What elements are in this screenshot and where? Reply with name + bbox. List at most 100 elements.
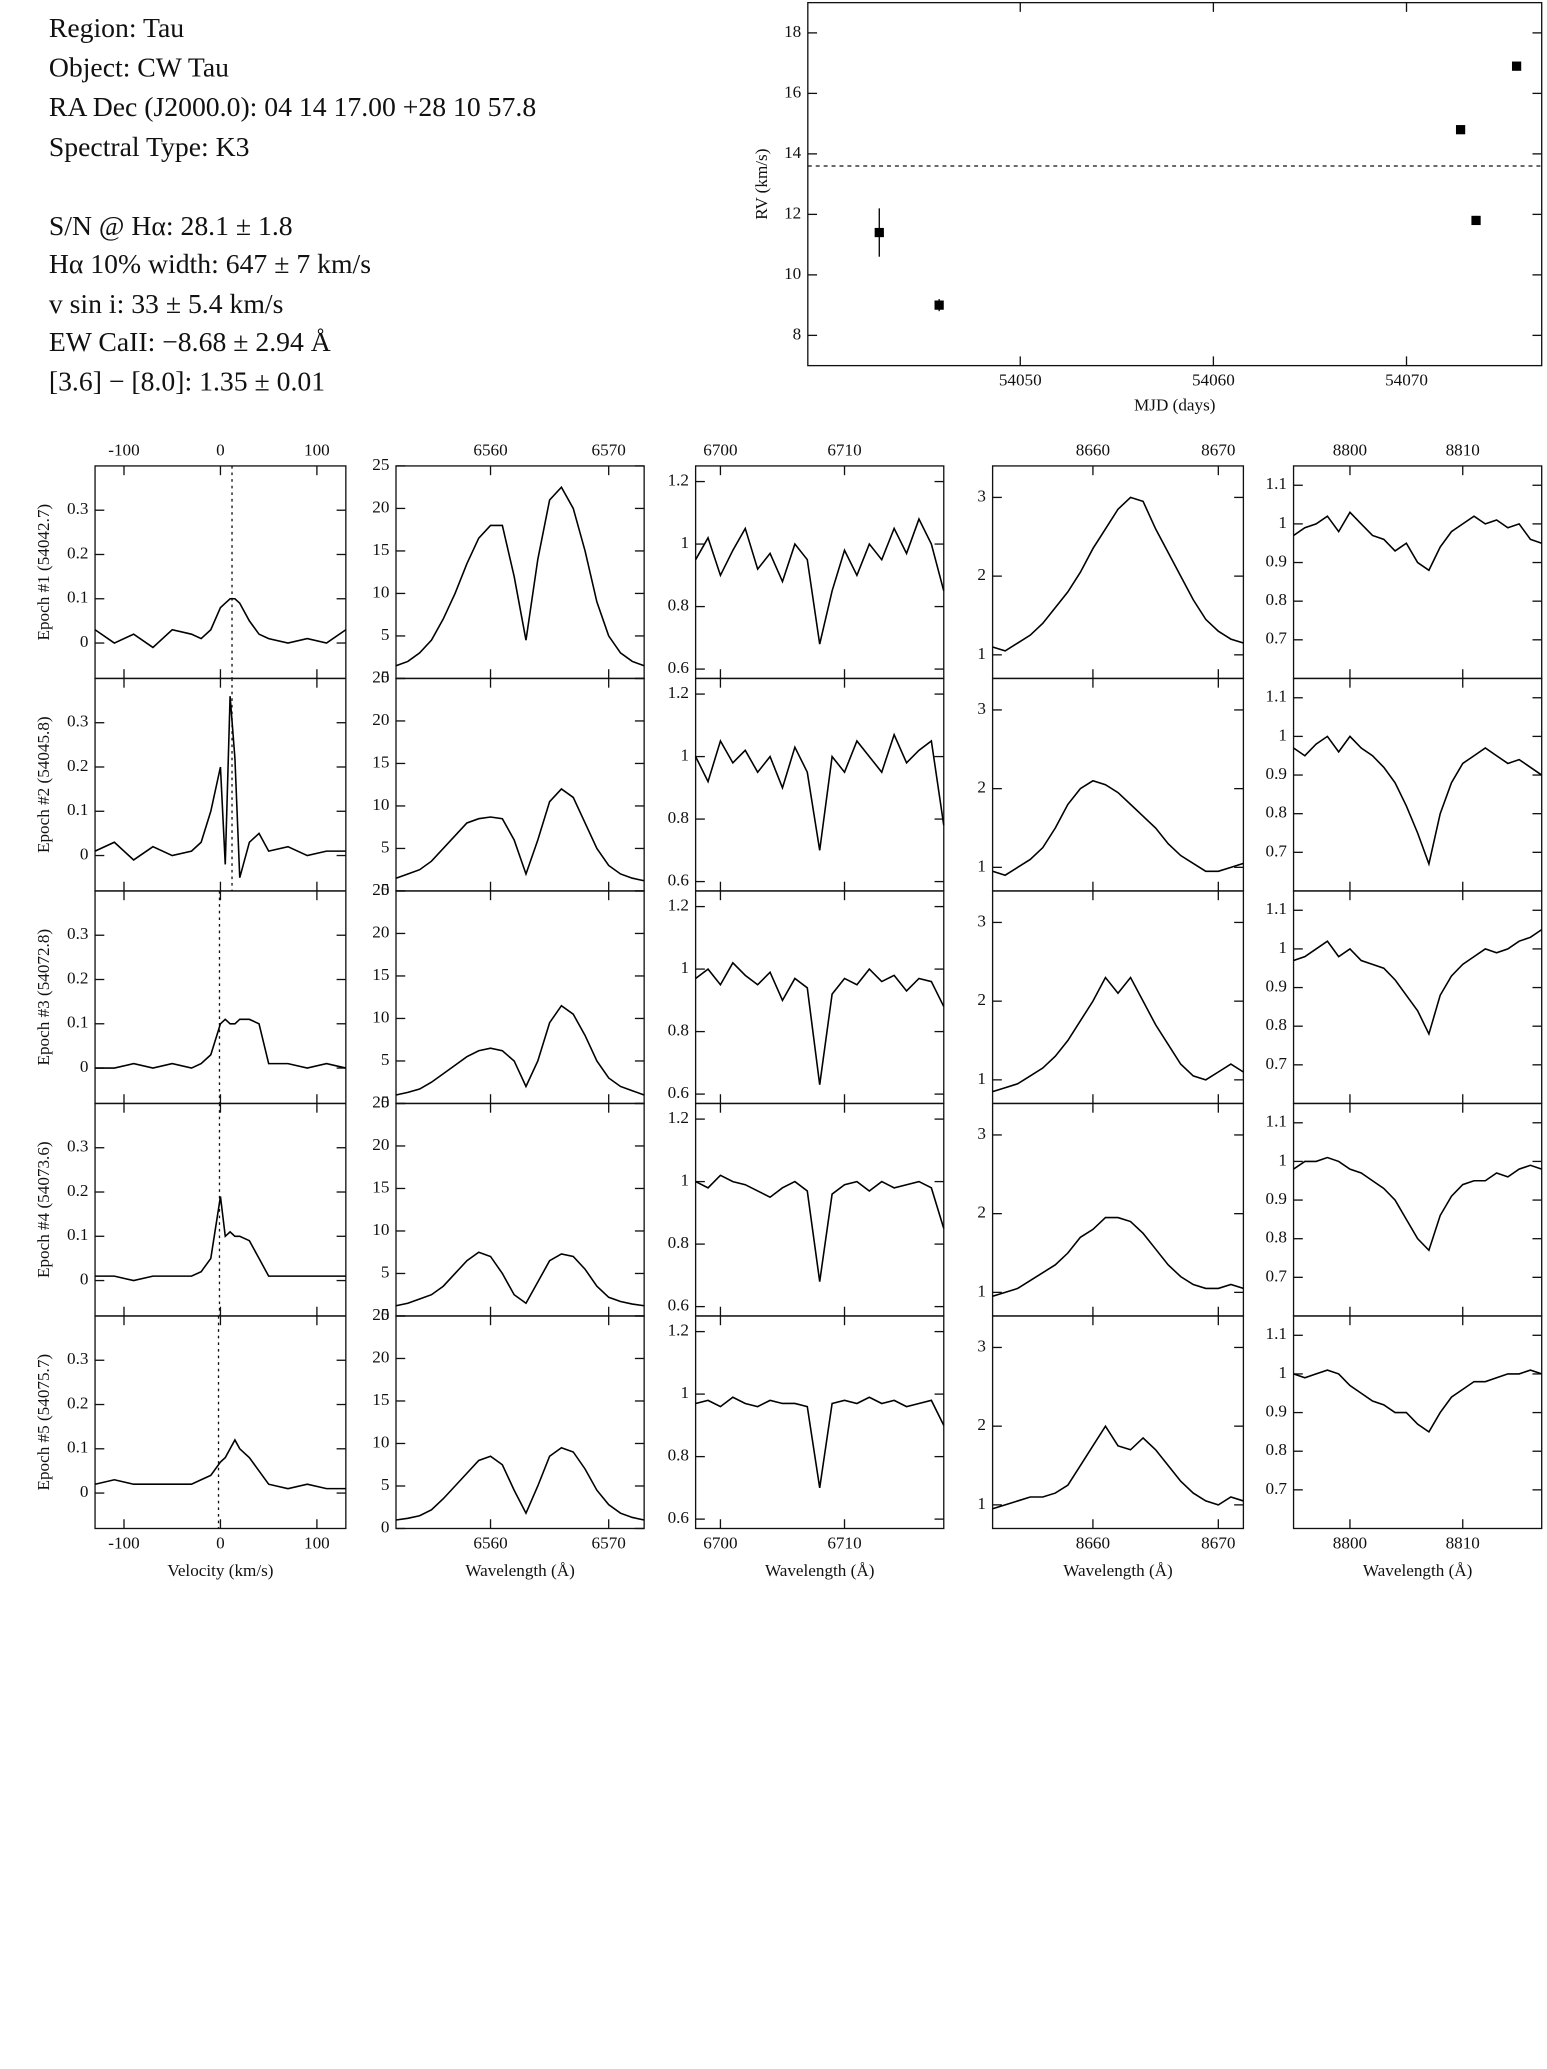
y-tick-label: 0.8 — [1266, 1440, 1287, 1459]
info-line: EW CaII: −8.68 ± 2.94 Å — [49, 326, 331, 357]
info-line: Region: Tau — [49, 12, 184, 43]
info-line: Spectral Type: K3 — [49, 131, 250, 162]
plot-frame — [694, 1315, 945, 1530]
y-tick-label: 0.3 — [67, 1349, 88, 1368]
x-tick-label: 6700 — [703, 440, 737, 459]
spectrum — [395, 787, 645, 882]
y-tick-label: 0.8 — [668, 1021, 689, 1040]
y-tick-label: 0.6 — [668, 1296, 690, 1315]
x-tick-label: 8660 — [1076, 440, 1110, 459]
y-tick-label: 1 — [977, 644, 986, 663]
spectrum — [95, 1196, 346, 1282]
y-tick-label: 18 — [784, 22, 801, 41]
y-tick-label: 20 — [372, 710, 389, 729]
y-tick-label: 2 — [977, 778, 986, 797]
y-tick-label: 1 — [1278, 513, 1287, 532]
y-axis-label: RV (km/s) — [752, 149, 771, 220]
x-tick-label: 6570 — [592, 440, 626, 459]
x-tick-label: 0 — [216, 440, 225, 459]
y-tick-label: 0.6 — [668, 1083, 690, 1102]
y-tick-label: 0.7 — [1266, 1054, 1288, 1073]
y-tick-label: 0.6 — [668, 658, 690, 677]
x-axis-label: Wavelength (Å) — [1363, 1561, 1473, 1580]
spectrum — [992, 779, 1244, 877]
y-tick-label: 1.1 — [1266, 1324, 1287, 1343]
x-tick-label: 100 — [304, 440, 330, 459]
point — [1511, 61, 1522, 71]
spectrum — [395, 1004, 645, 1096]
y-tick-label: 0.6 — [668, 1508, 690, 1527]
x-tick-label: 8670 — [1201, 1533, 1235, 1552]
y-tick-label: 0.7 — [1266, 1266, 1288, 1285]
y-tick-label: 25 — [372, 880, 389, 899]
x-tick-label: -100 — [108, 1533, 139, 1552]
info-line: RA Dec (J2000.0): 04 14 17.00 +28 10 57.… — [49, 91, 536, 122]
spectrum — [1293, 1156, 1542, 1252]
x-tick-label: 54070 — [1385, 370, 1428, 389]
y-tick-label: 0.1 — [67, 1013, 88, 1032]
row-label: Epoch #4 (54073.6) — [34, 1141, 53, 1278]
y-tick-label: 0.3 — [67, 924, 88, 943]
y-tick-label: 1 — [680, 746, 689, 765]
y-tick-label: 1.2 — [668, 896, 689, 915]
y-tick-label: 10 — [372, 795, 389, 814]
spectrum — [992, 976, 1244, 1093]
y-tick-label: 0.2 — [67, 756, 88, 775]
y-tick-label: 1.2 — [668, 1108, 689, 1127]
y-tick-label: 1 — [977, 1494, 986, 1513]
y-tick-label: 0 — [381, 1305, 390, 1324]
info-line: v sin i: 33 ± 5.4 km/s — [49, 288, 284, 319]
y-tick-label: 0.1 — [67, 1225, 88, 1244]
y-tick-label: 1.2 — [668, 683, 689, 702]
y-tick-label: 0.8 — [668, 1233, 689, 1252]
x-tick-label: 6710 — [827, 1533, 861, 1552]
y-tick-label: 1.1 — [1266, 899, 1287, 918]
spectrum — [95, 1018, 347, 1069]
x-tick-label: 6560 — [473, 440, 507, 459]
y-tick-label: 0 — [80, 844, 89, 863]
y-tick-label: 0.9 — [1266, 1189, 1287, 1208]
y-tick-label: 5 — [381, 1475, 390, 1494]
x-tick-label: 54060 — [1192, 370, 1235, 389]
y-tick-label: 15 — [372, 752, 389, 771]
info-line: Object: CW Tau — [49, 52, 229, 83]
y-tick-label: 12 — [784, 203, 801, 222]
y-tick-label: 10 — [784, 264, 801, 283]
y-tick-label: 1 — [680, 1171, 689, 1190]
x-tick-label: 8810 — [1446, 440, 1480, 459]
y-tick-label: 1 — [977, 1069, 986, 1088]
y-tick-label: 1 — [1278, 725, 1287, 744]
x-tick-label: 8810 — [1446, 1533, 1480, 1552]
spectrum — [395, 485, 645, 667]
y-tick-label: 1 — [1278, 1150, 1287, 1169]
y-tick-label: 20 — [372, 497, 389, 516]
y-tick-label: 0.8 — [668, 596, 689, 615]
y-tick-label: 1.2 — [668, 471, 689, 490]
y-tick-label: 5 — [381, 1050, 390, 1069]
x-tick-label: 8800 — [1333, 1533, 1367, 1552]
y-tick-label: 3 — [977, 699, 986, 718]
y-tick-label: 1 — [680, 533, 689, 552]
spectrum — [992, 496, 1244, 652]
x-tick-label: 6710 — [827, 440, 861, 459]
y-tick-label: 0 — [381, 1092, 390, 1111]
x-tick-label: 100 — [304, 1533, 330, 1552]
y-tick-label: 3 — [977, 911, 986, 930]
x-tick-label: 8800 — [1333, 440, 1367, 459]
y-tick-label: 16 — [784, 82, 802, 101]
point — [934, 300, 944, 310]
spectrum — [1293, 511, 1542, 572]
x-tick-label: 8670 — [1201, 440, 1235, 459]
spectrum — [395, 1446, 645, 1521]
y-tick-label: 3 — [977, 1336, 986, 1355]
y-tick-label: 10 — [372, 582, 389, 601]
y-tick-label: 5 — [381, 837, 390, 856]
y-tick-label: 1.2 — [668, 1321, 689, 1340]
y-tick-label: 0.7 — [1266, 841, 1288, 860]
y-tick-label: 0.2 — [67, 543, 88, 562]
y-tick-label: 0.3 — [67, 499, 88, 518]
spectrum — [1293, 928, 1543, 1037]
spectrum — [94, 597, 347, 649]
point — [1455, 125, 1466, 135]
row-label: Epoch #1 (54042.7) — [34, 504, 53, 641]
